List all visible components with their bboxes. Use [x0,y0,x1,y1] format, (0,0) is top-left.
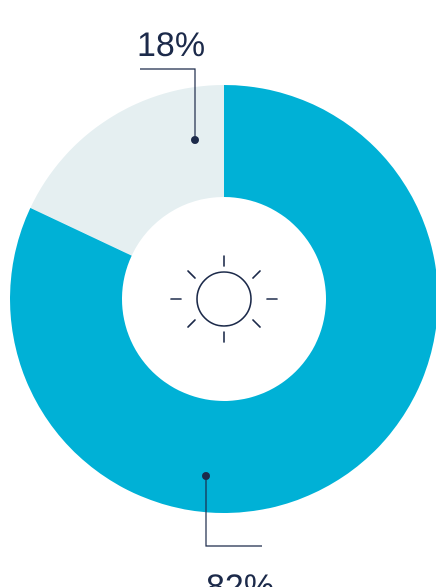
donut-slice-1 [30,85,225,256]
donut-slice-0 [10,85,436,513]
sun-icon [170,255,278,343]
donut-slices [10,85,436,513]
slice-label-small: 18% [137,26,205,144]
slice-label-large: 82% [202,472,274,587]
slice-0-label: 82% [206,568,274,587]
slice-1-label: 18% [137,26,205,64]
